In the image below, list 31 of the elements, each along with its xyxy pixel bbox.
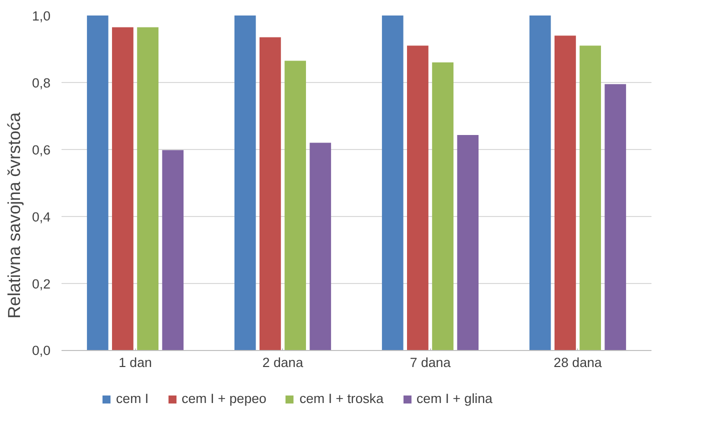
bar <box>284 60 306 350</box>
legend-label: cem I + pepeo <box>182 391 266 406</box>
bar <box>554 36 576 350</box>
y-tick-label: 1,0 <box>32 8 51 24</box>
y-tick-label: 0,8 <box>32 75 51 90</box>
bar <box>432 62 454 350</box>
bar <box>457 135 479 350</box>
bar <box>604 84 626 350</box>
legend-label: cem I <box>116 391 149 406</box>
bar <box>234 16 256 350</box>
y-tick-label: 0,0 <box>32 343 51 358</box>
x-tick-label: 28 dana <box>554 355 602 370</box>
y-tick-label: 0,4 <box>32 209 52 224</box>
bar <box>407 46 428 350</box>
bar <box>112 27 134 350</box>
bar <box>529 16 551 350</box>
bar <box>382 16 404 350</box>
y-tick-label: 0,2 <box>32 276 51 292</box>
y-axis-title: Relativna savojna čvrstoća <box>4 112 24 318</box>
x-tick-label: 7 dana <box>410 355 452 370</box>
bar <box>260 37 281 350</box>
x-tick-label: 1 dan <box>118 355 152 370</box>
y-tick-label: 0,6 <box>32 142 51 158</box>
legend-label: cem I + troska <box>299 391 384 406</box>
bar <box>86 16 108 350</box>
bar <box>162 150 184 350</box>
bar <box>580 46 601 350</box>
x-tick-label: 2 dana <box>262 355 304 370</box>
bar <box>310 142 332 350</box>
legend-label: cem I + glina <box>416 391 492 406</box>
bar <box>137 27 158 350</box>
